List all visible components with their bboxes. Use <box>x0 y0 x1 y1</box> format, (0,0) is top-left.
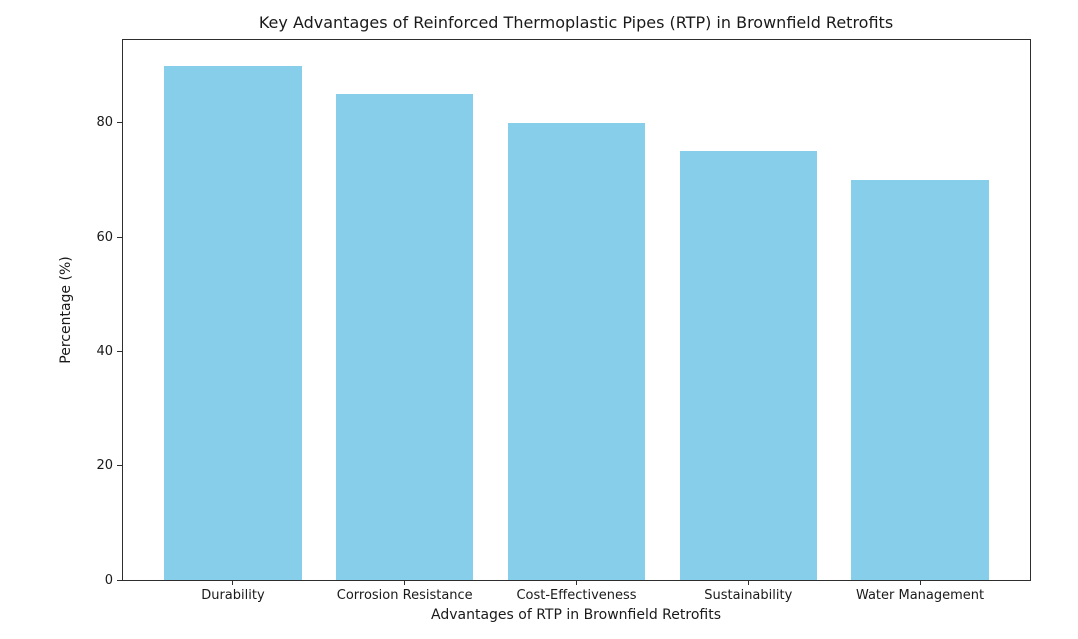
x-tick-label: Corrosion Resistance <box>336 588 473 603</box>
x-tick-mark <box>576 581 577 585</box>
x-tick-label: Cost-Effectiveness <box>516 588 637 603</box>
y-tick-mark <box>117 350 122 352</box>
bar-cost-effectiveness <box>507 122 646 580</box>
y-tick-label: 80 <box>96 115 113 131</box>
bar-corrosion-resistance <box>336 94 474 580</box>
x-axis-label: Advantages of RTP in Brownfield Retrofit… <box>431 607 721 623</box>
y-tick-label: 0 <box>104 572 113 588</box>
y-tick-label: 60 <box>96 229 113 245</box>
x-tick-mark <box>919 581 921 585</box>
y-tick-mark <box>117 579 122 581</box>
plot-area <box>122 39 1031 581</box>
y-tick-label: 20 <box>96 458 113 474</box>
x-tick-mark <box>232 581 234 585</box>
chart-title: Key Advantages of Reinforced Thermoplast… <box>258 13 894 32</box>
x-tick-label: Sustainability <box>704 588 793 603</box>
y-tick-mark <box>117 236 122 238</box>
bar-sustainability <box>679 151 817 580</box>
x-tick-mark <box>747 581 749 585</box>
bar-durability <box>164 65 302 580</box>
x-tick-mark <box>404 581 406 585</box>
bar-water-management <box>851 180 989 580</box>
y-tick-mark <box>117 122 122 124</box>
x-tick-label: Water Management <box>855 588 985 603</box>
x-tick-label: Durability <box>201 588 265 603</box>
y-tick-mark <box>117 465 122 467</box>
y-tick-label: 40 <box>96 343 113 359</box>
